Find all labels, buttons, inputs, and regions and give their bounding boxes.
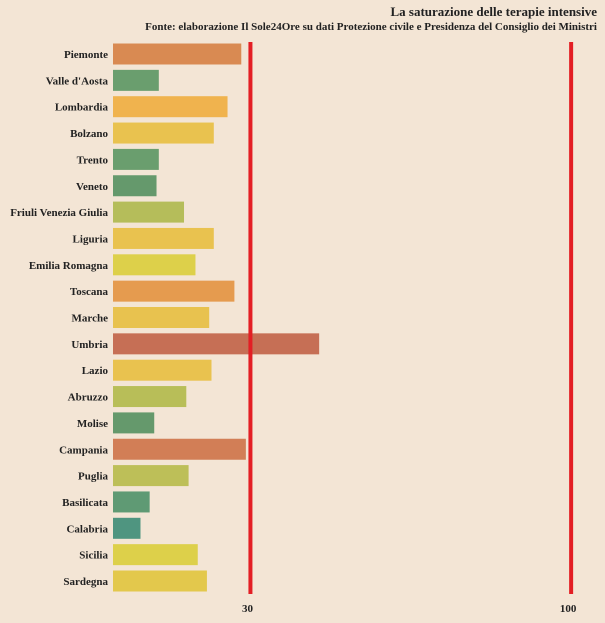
category-label-lombardia: Lombardia: [55, 102, 109, 114]
bar-marche: [113, 307, 210, 328]
category-label-umbria: Umbria: [71, 339, 108, 351]
bar-piemonte: [113, 43, 242, 65]
category-label-friuli-venezia-giulia: Friuli Venezia Giulia: [10, 207, 108, 219]
bar-valle-d-aosta: [113, 69, 159, 91]
category-label-emilia-romagna: Emilia Romagna: [29, 260, 109, 272]
bar-toscana: [113, 280, 235, 302]
category-label-sicilia: Sicilia: [79, 550, 108, 562]
category-label-lazio: Lazio: [82, 365, 109, 377]
category-label-trento: Trento: [77, 154, 109, 166]
category-label-marche: Marche: [72, 313, 109, 325]
bar-bolzano: [113, 122, 214, 144]
bar-basilicata: [113, 491, 150, 513]
category-label-bolzano: Bolzano: [70, 128, 108, 140]
bar-lazio: [113, 359, 212, 381]
bar-sardegna: [113, 570, 207, 592]
bar-liguria: [113, 227, 214, 249]
category-label-basilicata: Basilicata: [62, 497, 108, 509]
bar-sicilia: [113, 544, 198, 566]
category-label-calabria: Calabria: [66, 523, 108, 535]
bar-campania: [113, 438, 246, 460]
bar-friuli-venezia-giulia: [113, 201, 185, 223]
bar-abruzzo: [113, 386, 187, 408]
bar-calabria: [113, 517, 141, 539]
bar-veneto: [113, 175, 157, 197]
chart-title: La saturazione delle terapie intensive: [390, 4, 597, 19]
category-label-sardegna: Sardegna: [63, 576, 108, 588]
category-label-piemonte: Piemonte: [64, 49, 108, 61]
category-label-campania: Campania: [59, 444, 108, 456]
category-label-valle-d-aosta: Valle d'Aosta: [46, 75, 109, 87]
category-label-abruzzo: Abruzzo: [68, 392, 109, 404]
chart-subtitle: Fonte: elaborazione Il Sole24Ore su dati…: [145, 21, 597, 33]
category-label-veneto: Veneto: [76, 181, 108, 193]
threshold-label-30: 30: [242, 603, 254, 615]
bar-lombardia: [113, 96, 228, 118]
bar-emilia-romagna: [113, 254, 196, 276]
category-label-molise: Molise: [77, 418, 108, 430]
threshold-label-100: 100: [560, 603, 577, 615]
category-label-liguria: Liguria: [73, 233, 109, 245]
category-label-puglia: Puglia: [78, 471, 108, 483]
bar-puglia: [113, 465, 189, 487]
bar-molise: [113, 412, 155, 434]
category-label-toscana: Toscana: [70, 286, 109, 298]
bar-umbria: [113, 333, 320, 355]
bar-trento: [113, 148, 159, 170]
